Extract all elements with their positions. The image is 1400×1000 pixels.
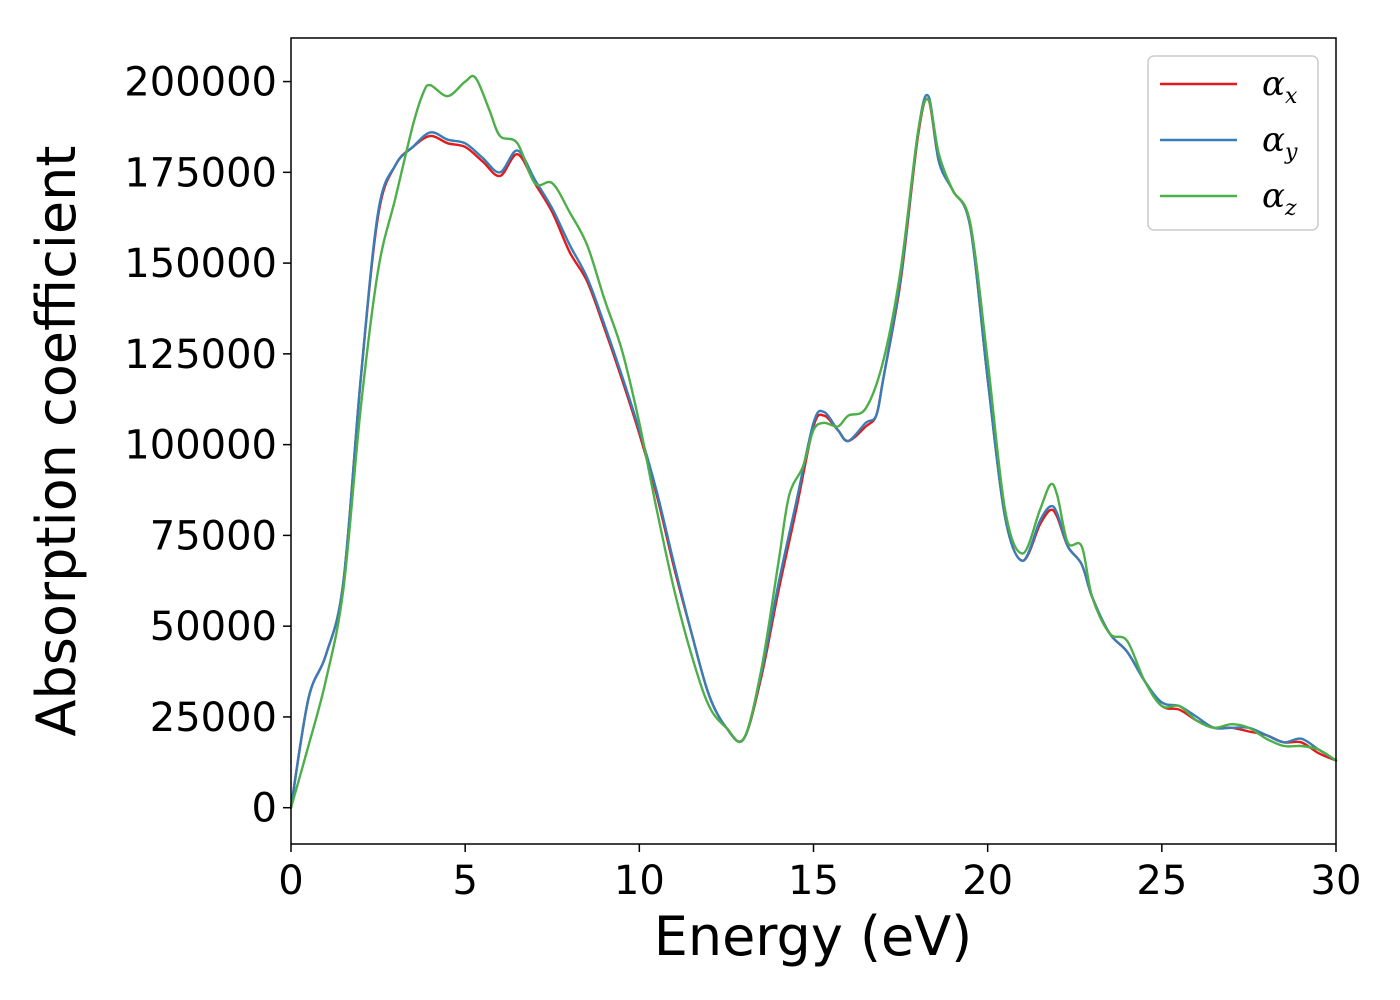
x-tick-label: 15 [788,858,839,904]
series-line-y [289,93,1338,809]
y-axis-title: Absorption coefficient [25,146,88,737]
y-tick-label: 200000 [124,60,277,106]
x-tick-label: 30 [1311,858,1362,904]
series-line-z [289,74,1338,809]
x-tick-label: 25 [1136,858,1187,904]
y-tick-label: 75000 [150,513,277,559]
y-tick-label: 0 [252,786,277,832]
x-tick-label: 5 [452,858,477,904]
legend-box [1147,55,1319,231]
series-layer [289,74,1338,809]
y-axis-ticks: 0 25000 50000 75000 100000 125000 150000 175000… [124,60,291,832]
y-tick-label: 150000 [124,241,277,287]
x-tick-label: 10 [614,858,665,904]
x-axis-title: Energy (eV) [654,905,973,968]
y-tick-label: 100000 [124,423,277,469]
y-tick-label: 175000 [124,150,277,196]
y-tick-label: 125000 [124,332,277,378]
x-tick-label: 20 [962,858,1013,904]
y-tick-label: 25000 [150,695,277,741]
x-tick-label: 0 [278,858,303,904]
x-axis-ticks: 0 5 10 15 20 25 30 [278,844,1361,904]
y-tick-label: 50000 [150,604,277,650]
